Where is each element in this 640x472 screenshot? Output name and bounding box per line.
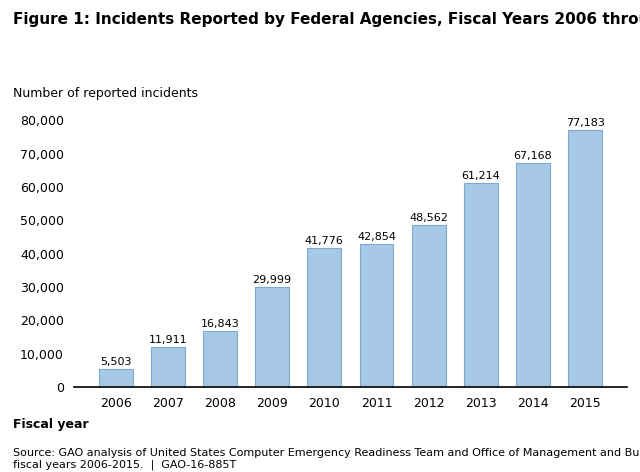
Text: 67,168: 67,168 (513, 151, 552, 161)
Text: 16,843: 16,843 (201, 319, 239, 329)
Bar (464, 183, 498, 387)
Bar (516, 163, 550, 387)
Bar (151, 347, 185, 387)
Text: 11,911: 11,911 (148, 336, 187, 346)
Text: 61,214: 61,214 (461, 171, 500, 181)
Text: Source: GAO analysis of United States Computer Emergency Readiness Team and Offi: Source: GAO analysis of United States Co… (13, 447, 640, 470)
Text: 29,999: 29,999 (253, 275, 292, 285)
Bar (99, 369, 132, 387)
Text: Number of reported incidents: Number of reported incidents (13, 87, 198, 101)
Text: 41,776: 41,776 (305, 236, 344, 246)
Bar (307, 248, 341, 387)
Text: 42,854: 42,854 (357, 232, 396, 242)
Bar (360, 244, 394, 387)
Text: 77,183: 77,183 (566, 118, 605, 128)
Bar (203, 331, 237, 387)
Text: Fiscal year: Fiscal year (13, 418, 88, 431)
Text: Figure 1: Incidents Reported by Federal Agencies, Fiscal Years 2006 through 2015: Figure 1: Incidents Reported by Federal … (13, 12, 640, 27)
Bar (412, 225, 445, 387)
Bar (568, 130, 602, 387)
Text: 48,562: 48,562 (409, 213, 448, 223)
Bar (255, 287, 289, 387)
Text: 5,503: 5,503 (100, 357, 131, 367)
